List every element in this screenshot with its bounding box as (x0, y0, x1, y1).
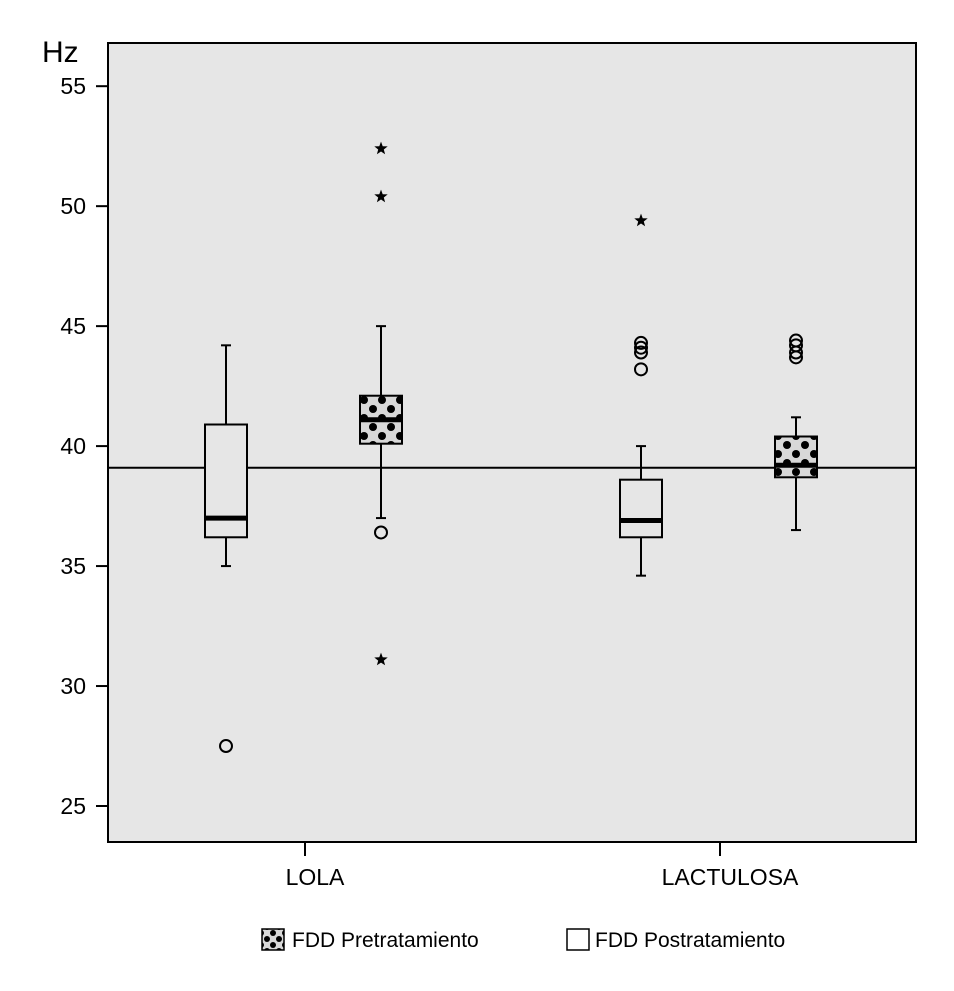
y-tick-label: 40 (60, 433, 86, 459)
legend-swatch-pretratamiento (261, 928, 285, 951)
legend: FDD Pretratamiento FDD Postratamiento (261, 928, 785, 952)
box-dotted-lola (359, 141, 403, 666)
y-axis: 25 30 35 40 45 50 55 (60, 73, 108, 819)
outlier-circle (634, 362, 648, 377)
extreme-outlier-star (374, 141, 388, 155)
extreme-outlier-star (374, 652, 388, 666)
outlier-circle (634, 335, 648, 350)
outlier-circle (789, 333, 803, 348)
y-tick-label: 30 (60, 673, 86, 699)
y-tick-label: 50 (60, 193, 86, 219)
extreme-outlier-star (634, 213, 648, 227)
outlier-circle (634, 340, 648, 355)
x-axis: LOLA LACTULOSA (286, 842, 799, 890)
legend-label-postratamiento: FDD Postratamiento (595, 929, 785, 952)
outlier-circle (789, 338, 803, 353)
outlier-circle (219, 739, 233, 754)
x-tick-label: LACTULOSA (662, 864, 799, 890)
y-axis-title: Hz (42, 36, 79, 69)
y-tick-label: 45 (60, 313, 86, 339)
box-plain-lola (204, 344, 248, 754)
y-tick-label: 55 (60, 73, 86, 99)
box-iqr (774, 435, 818, 479)
outlier-circle (634, 345, 648, 360)
extreme-outlier-star (374, 189, 388, 203)
box-iqr (619, 478, 663, 539)
legend-swatch-postratamiento (566, 928, 590, 951)
box-plain-lactulosa (619, 213, 663, 577)
y-tick-label: 35 (60, 553, 86, 579)
box-dotted-lactulosa (774, 333, 818, 532)
legend-label-pretratamiento: FDD Pretratamiento (292, 929, 479, 952)
chart-marks (108, 141, 916, 754)
y-tick-label: 25 (60, 793, 86, 819)
outlier-circle (374, 525, 388, 540)
x-tick-label: LOLA (286, 864, 345, 890)
